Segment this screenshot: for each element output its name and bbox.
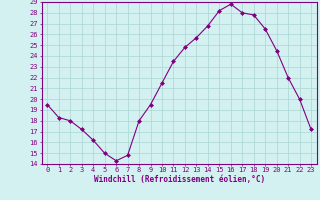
X-axis label: Windchill (Refroidissement éolien,°C): Windchill (Refroidissement éolien,°C) (94, 175, 265, 184)
